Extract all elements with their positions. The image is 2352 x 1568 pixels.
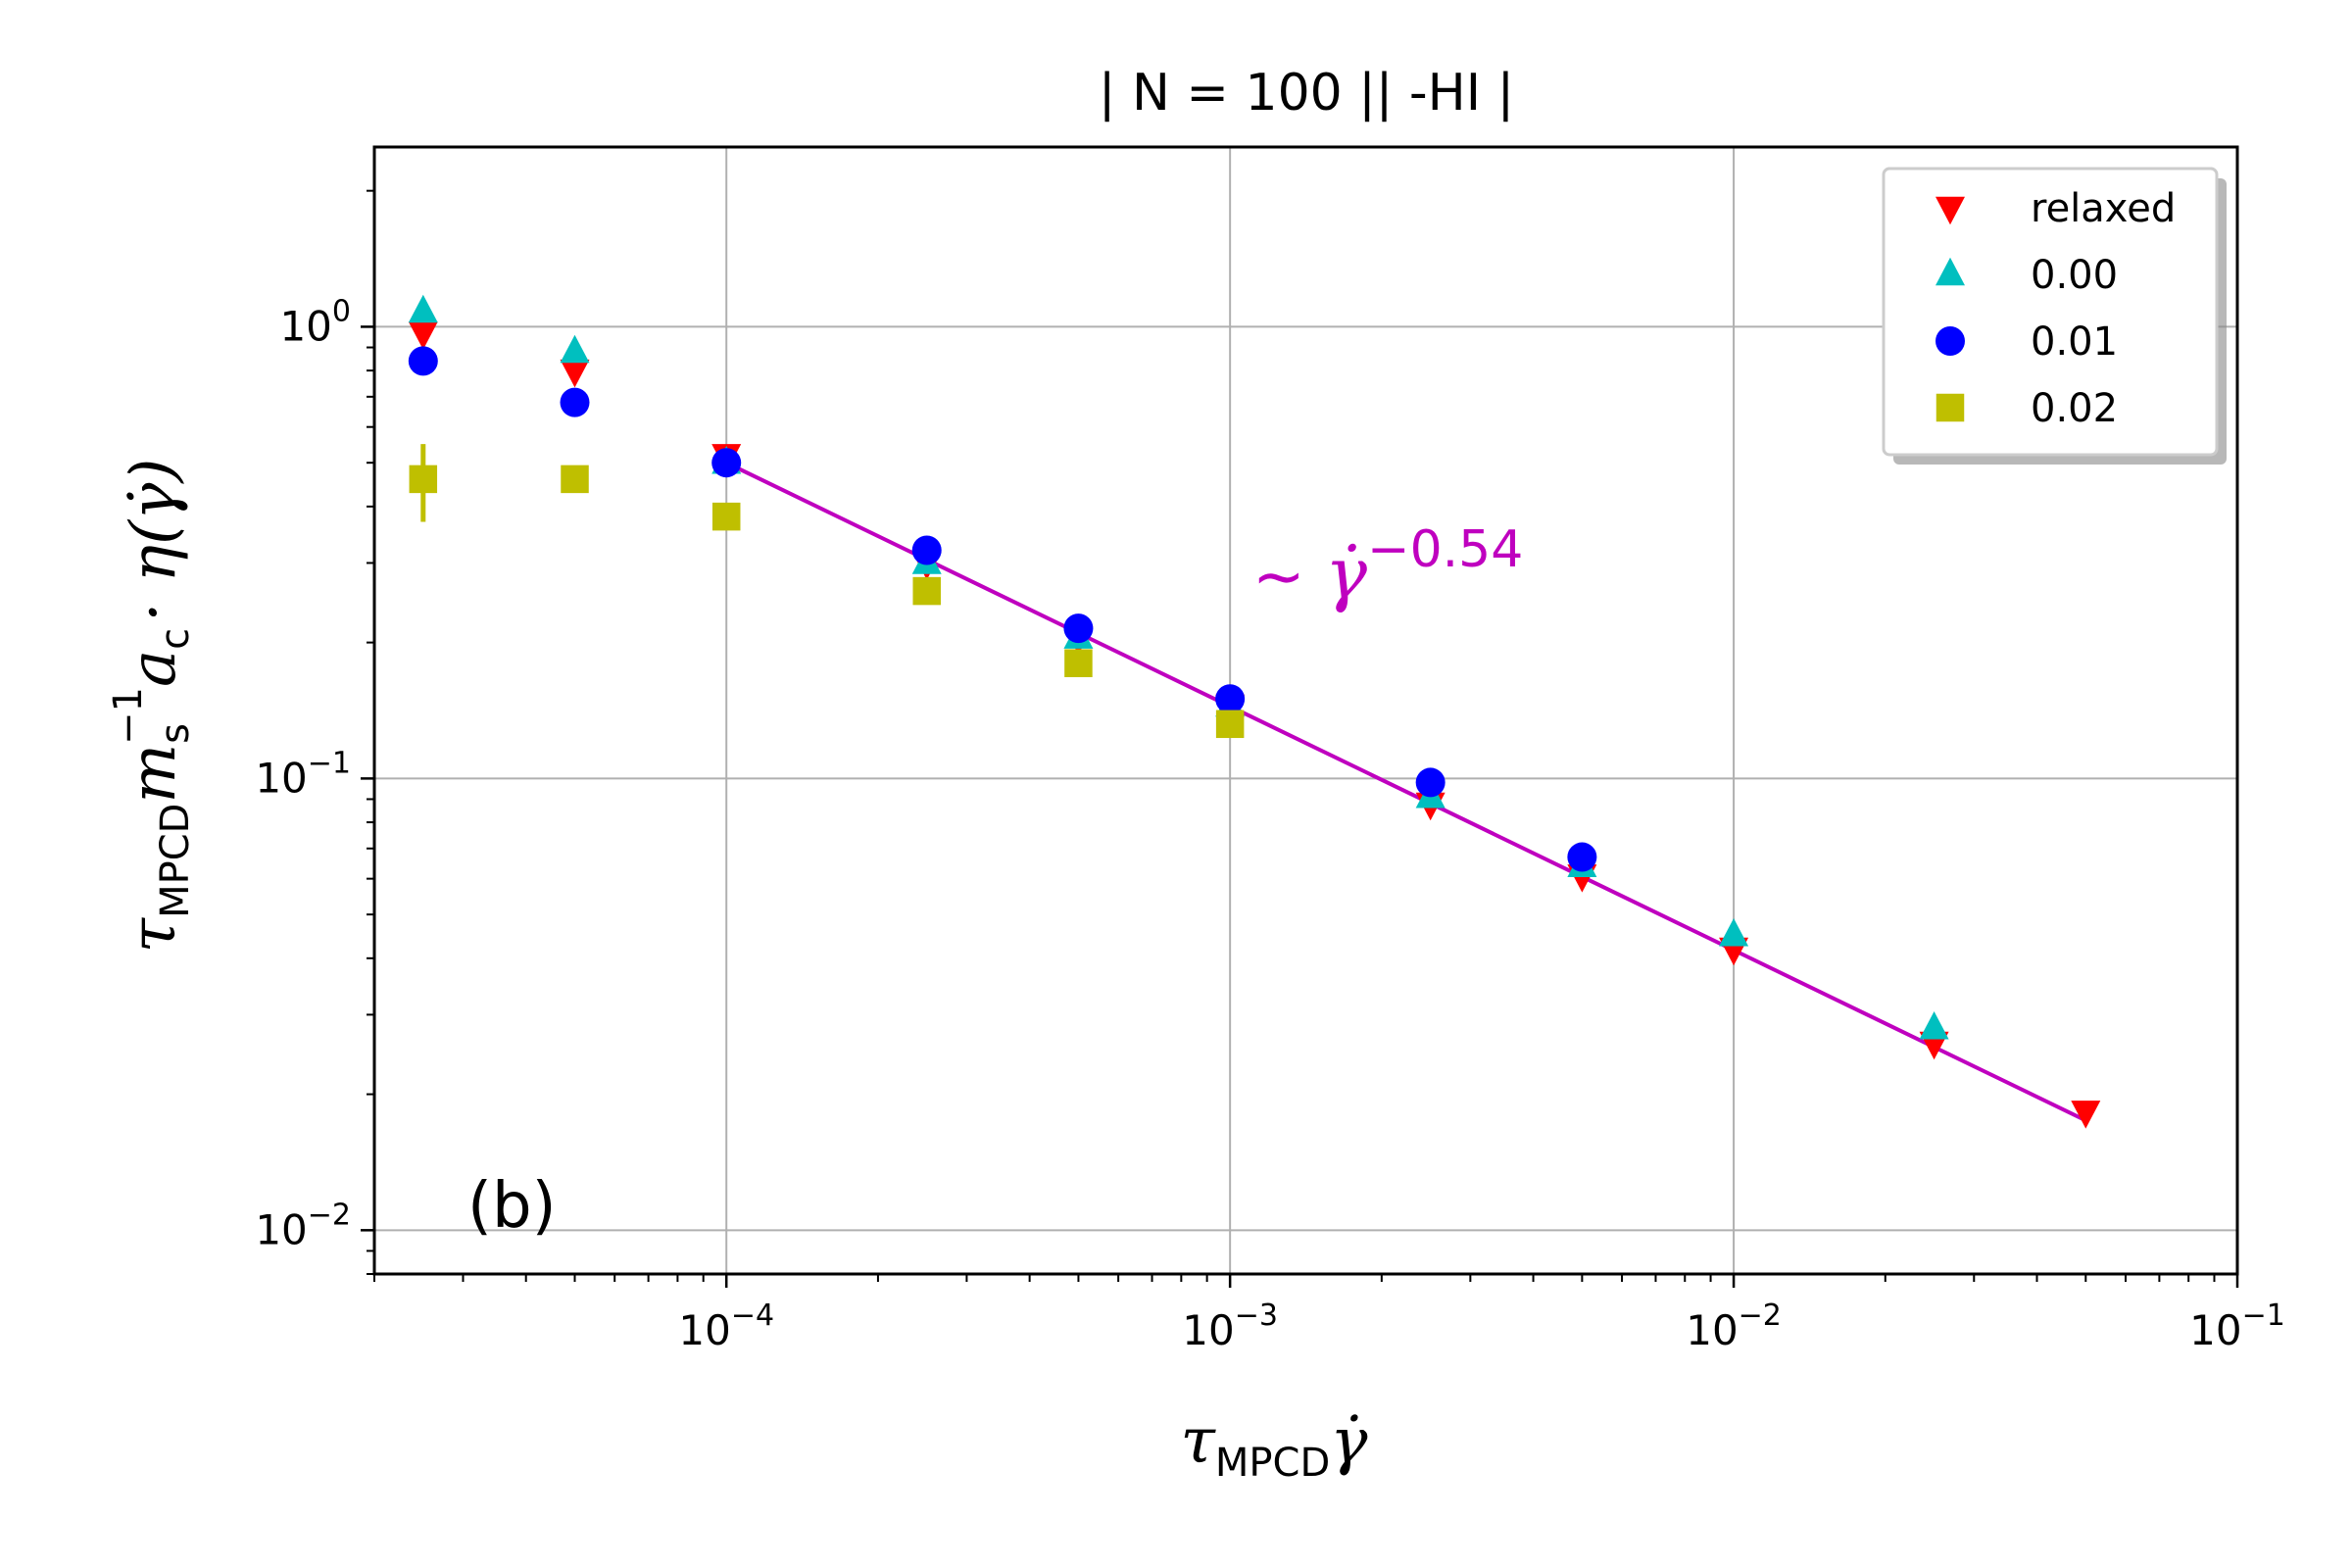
data-point — [1567, 842, 1597, 872]
data-markers — [408, 294, 2101, 1129]
y-tick-label: 100 — [279, 294, 351, 350]
data-point — [560, 359, 590, 388]
legend-marker — [1936, 326, 1965, 356]
y-tick-labels: 10−2 10−1 100 — [255, 294, 351, 1253]
data-point — [561, 465, 589, 494]
x-axis-label-symbol: τ — [1180, 1405, 1216, 1478]
data-point — [2071, 1101, 2101, 1129]
legend-marker — [1936, 393, 1965, 422]
legend: relaxed 0.00 0.01 0.02 — [1882, 167, 2227, 465]
fit-line — [725, 461, 2087, 1123]
data-point — [1215, 710, 1245, 739]
y-axis-label: τMPCDms−1ac · η(γ̇) — [106, 459, 198, 954]
y-axis-label-a-sub: c — [153, 628, 198, 650]
x-tick-label: 10−3 — [1182, 1298, 1278, 1354]
data-point — [1063, 613, 1094, 644]
data-point — [408, 294, 438, 323]
fit-line-layer — [725, 461, 2087, 1123]
data-point — [408, 346, 438, 376]
fit-annotation: ∼ γ̇−0.54 — [1252, 520, 1523, 614]
series-relaxed — [408, 321, 2101, 1129]
legend-box — [1882, 167, 2219, 457]
data-point — [1064, 649, 1093, 677]
y-axis-label-mass-sub: s — [153, 723, 198, 744]
data-point — [560, 387, 590, 417]
data-point — [912, 576, 941, 606]
data-point — [1919, 1010, 1949, 1040]
x-axis-label: τMPCDγ̇ — [1180, 1405, 1368, 1486]
legend-label: 0.02 — [2031, 386, 2118, 431]
y-axis-label-tau-sub: MPCD — [153, 804, 198, 918]
data-point — [711, 502, 741, 531]
y-tick-label: 10−1 — [255, 746, 351, 802]
data-point — [1215, 684, 1246, 714]
x-tick-labels: 10−4 10−3 10−2 10−1 — [678, 1298, 2284, 1354]
panel-label: (b) — [467, 1170, 557, 1243]
x-tick-label: 10−1 — [2189, 1298, 2285, 1354]
fit-annotation-exponent: −0.54 — [1367, 520, 1523, 579]
legend-label: 0.01 — [2031, 319, 2118, 365]
data-point — [711, 448, 742, 478]
x-axis-label-sub: MPCD — [1215, 1441, 1330, 1486]
y-axis-label-mass: m — [118, 744, 190, 804]
fit-annotation-symbol: γ̇ — [1325, 532, 1368, 614]
data-point — [408, 321, 438, 350]
plot-frame — [372, 145, 2239, 1276]
data-point — [911, 535, 942, 565]
y-axis-label-tail: · η(γ̇) — [118, 459, 190, 622]
data-point — [1415, 767, 1446, 798]
chart-title: | N = 100 || -HI | — [1099, 64, 1514, 122]
data-point — [409, 465, 438, 494]
y-axis-label-tau: τ — [118, 916, 190, 953]
series-0-01 — [408, 346, 1597, 872]
axis-ticks — [361, 189, 2239, 1288]
data-point — [560, 334, 590, 364]
y-axis-label-mass-sup: −1 — [106, 687, 151, 745]
legend-marker — [1936, 196, 1965, 225]
data-point — [1719, 917, 1749, 947]
y-axis-label-a: a — [118, 650, 190, 687]
series-0-00 — [408, 294, 1949, 1040]
fit-annotation-prefix: ∼ — [1252, 541, 1325, 613]
legend-label: relaxed — [2031, 186, 2176, 231]
legend-label: 0.00 — [2031, 253, 2118, 298]
legend-marker — [1936, 257, 1965, 286]
y-tick-label: 10−2 — [255, 1198, 351, 1253]
x-tick-label: 10−2 — [1686, 1298, 1782, 1354]
x-tick-label: 10−4 — [678, 1298, 774, 1354]
x-axis-label-rate: γ̇ — [1330, 1405, 1368, 1478]
series-0-02 — [409, 444, 1245, 739]
